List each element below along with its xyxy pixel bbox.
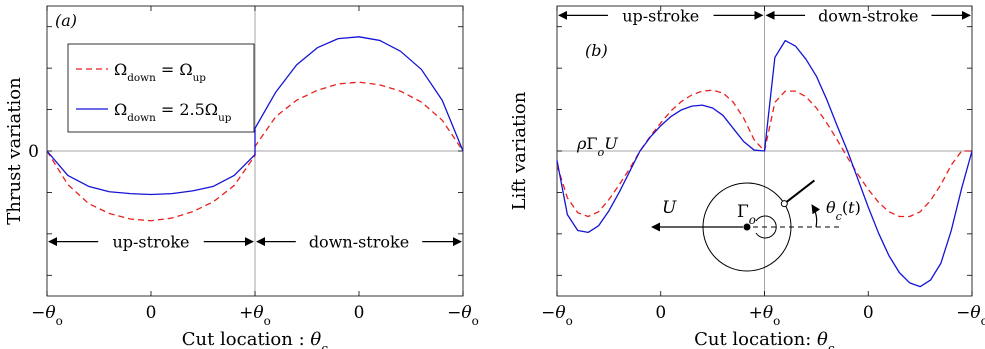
- circulation-label: Γo: [737, 202, 756, 227]
- stroke-annotation-label: up-stroke: [622, 6, 699, 25]
- circulation-arrow: [755, 215, 777, 239]
- x-tick-label: −θo: [447, 303, 479, 328]
- stroke-annotation-label: down-stroke: [309, 233, 409, 252]
- stroke-annotation-label: down-stroke: [818, 6, 918, 25]
- panel-label: (a): [55, 11, 77, 30]
- legend-label: Ωdown = Ωup: [114, 60, 206, 84]
- plate-line: [783, 179, 815, 205]
- velocity-label: U: [662, 198, 677, 218]
- series-line: [556, 39, 973, 288]
- x-axis-label: Cut location: θc: [694, 329, 835, 349]
- series-line: [46, 81, 464, 222]
- angle-label: θc(t): [826, 198, 861, 223]
- x-tick-label: −θo: [956, 303, 985, 328]
- y-axis-label: Thrust variation: [4, 77, 25, 225]
- x-tick-label: 0: [863, 303, 874, 323]
- x-tick-label: +θo: [239, 303, 271, 328]
- y-tick-label: ρΓoU: [576, 134, 618, 159]
- legend-label: Ωdown = 2.5Ωup: [114, 100, 232, 124]
- x-tick-label: 0: [146, 303, 157, 323]
- lift-panel: −θo 0 +θo 0 −θo ρΓoU Cut location: θc Lift vari…: [509, 5, 985, 349]
- y-axis-label: Lift variation: [509, 91, 530, 210]
- x-tick-label: 0: [655, 303, 666, 323]
- x-tick-label: +θo: [749, 303, 781, 328]
- x-tick-label: −θo: [541, 303, 573, 328]
- legend-box: [67, 43, 255, 133]
- y-tick-label: 0: [28, 142, 39, 162]
- angle-arrow: [811, 204, 821, 228]
- stroke-annotation-label: up-stroke: [112, 233, 189, 252]
- plate-hinge: [780, 200, 788, 208]
- panel-label: (b): [585, 41, 608, 60]
- x-tick-label: −θo: [31, 303, 63, 328]
- series-line: [46, 36, 464, 196]
- center-dot: [743, 223, 751, 231]
- x-axis-label: Cut location : θc: [182, 329, 329, 349]
- x-tick-label: 0: [354, 303, 365, 323]
- thrust-panel: −θo 0 +θo 0 −θo 0 Cut location : θc Thrust vari…: [4, 5, 479, 349]
